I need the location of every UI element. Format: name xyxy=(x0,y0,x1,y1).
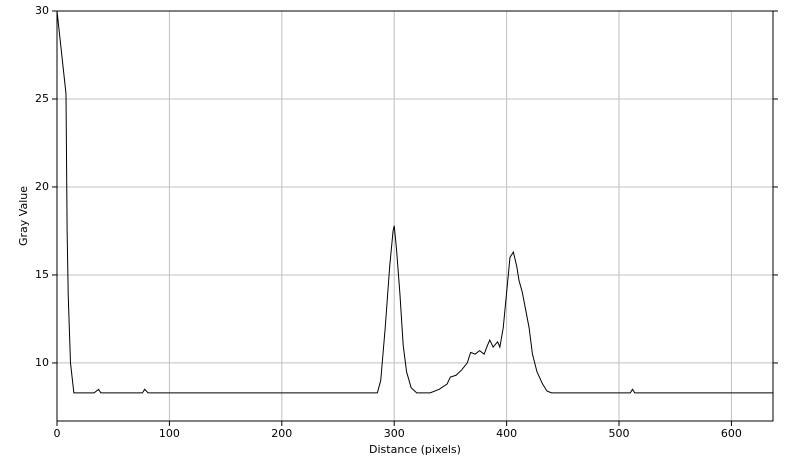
x-tick-label: 400 xyxy=(496,427,517,440)
y-tick-label: 30 xyxy=(35,4,49,17)
x-tick-label: 0 xyxy=(54,427,61,440)
x-tick-label: 600 xyxy=(721,427,742,440)
x-tick-label: 500 xyxy=(609,427,630,440)
plot-frame xyxy=(56,10,774,422)
x-tick-label: 200 xyxy=(271,427,292,440)
profile-line xyxy=(57,11,773,394)
x-tick-label: 100 xyxy=(159,427,180,440)
y-axis-label: Gray Value xyxy=(17,186,30,246)
y-tick-label: 15 xyxy=(35,268,49,281)
x-tick-label: 300 xyxy=(384,427,405,440)
y-tick-label: 10 xyxy=(35,356,49,369)
x-axis-label: Distance (pixels) xyxy=(369,443,461,456)
y-tick-label: 20 xyxy=(35,180,49,193)
plot-area xyxy=(57,11,773,421)
y-tick-label: 25 xyxy=(35,92,49,105)
